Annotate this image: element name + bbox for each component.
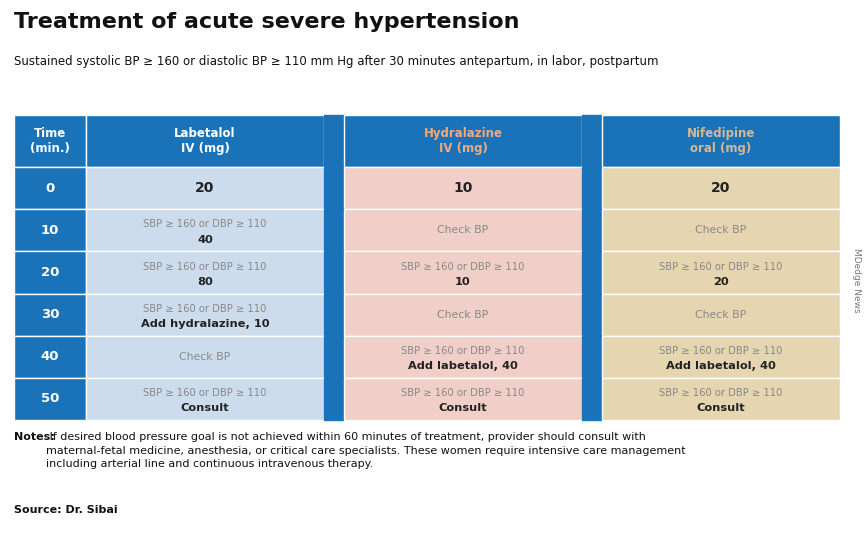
Bar — [14, 209, 86, 251]
Text: SBP ≥ 160 or DBP ≥ 110: SBP ≥ 160 or DBP ≥ 110 — [659, 262, 783, 272]
Text: SBP ≥ 160 or DBP ≥ 110: SBP ≥ 160 or DBP ≥ 110 — [143, 388, 267, 398]
Bar — [324, 115, 344, 167]
Bar — [582, 294, 602, 336]
Bar — [324, 167, 344, 209]
Bar — [86, 251, 324, 294]
Bar — [344, 378, 582, 420]
Text: Nifedipine
oral (mg): Nifedipine oral (mg) — [687, 127, 755, 155]
Text: 20: 20 — [195, 181, 214, 195]
Text: 20: 20 — [41, 266, 60, 279]
Text: Time
(min.): Time (min.) — [30, 127, 70, 155]
Text: 30: 30 — [41, 308, 60, 321]
Text: Add labetalol, 40: Add labetalol, 40 — [408, 361, 518, 371]
Text: Labetalol
IV (mg): Labetalol IV (mg) — [175, 127, 236, 155]
Bar — [86, 209, 324, 251]
Bar — [14, 167, 86, 209]
Text: Add labetalol, 40: Add labetalol, 40 — [666, 361, 776, 371]
Text: SBP ≥ 160 or DBP ≥ 110: SBP ≥ 160 or DBP ≥ 110 — [143, 304, 267, 314]
Bar — [582, 209, 602, 251]
Bar — [602, 251, 840, 294]
Text: 40: 40 — [197, 235, 213, 245]
Bar — [324, 209, 344, 251]
Bar — [14, 294, 86, 336]
Text: Consult: Consult — [181, 403, 229, 413]
Text: Check BP: Check BP — [437, 310, 489, 320]
Text: 50: 50 — [41, 392, 60, 405]
Bar — [582, 167, 602, 209]
Bar — [582, 115, 602, 167]
Bar — [344, 115, 582, 167]
Text: Consult: Consult — [439, 403, 487, 413]
Bar — [86, 378, 324, 420]
Text: 10: 10 — [455, 277, 471, 286]
Bar — [344, 209, 582, 251]
Bar — [602, 336, 840, 378]
Bar — [344, 251, 582, 294]
Text: SBP ≥ 160 or DBP ≥ 110: SBP ≥ 160 or DBP ≥ 110 — [401, 262, 524, 272]
Text: Consult: Consult — [696, 403, 746, 413]
Text: Sustained systolic BP ≥ 160 or diastolic BP ≥ 110 mm Hg after 30 minutes antepar: Sustained systolic BP ≥ 160 or diastolic… — [14, 55, 658, 68]
Text: If desired blood pressure goal is not achieved within 60 minutes of treatment, p: If desired blood pressure goal is not ac… — [46, 432, 686, 469]
Text: SBP ≥ 160 or DBP ≥ 110: SBP ≥ 160 or DBP ≥ 110 — [401, 346, 524, 356]
Bar — [602, 209, 840, 251]
Text: SBP ≥ 160 or DBP ≥ 110: SBP ≥ 160 or DBP ≥ 110 — [143, 219, 267, 229]
Text: SBP ≥ 160 or DBP ≥ 110: SBP ≥ 160 or DBP ≥ 110 — [143, 262, 267, 272]
Bar — [86, 167, 324, 209]
Text: Check BP: Check BP — [437, 225, 489, 235]
Bar — [14, 336, 86, 378]
Text: SBP ≥ 160 or DBP ≥ 110: SBP ≥ 160 or DBP ≥ 110 — [659, 346, 783, 356]
Bar — [602, 115, 840, 167]
Text: Check BP: Check BP — [696, 310, 746, 320]
Text: 20: 20 — [713, 277, 729, 286]
Bar — [602, 378, 840, 420]
Bar — [344, 336, 582, 378]
Bar — [324, 336, 344, 378]
Bar — [582, 378, 602, 420]
Bar — [344, 294, 582, 336]
Bar — [602, 294, 840, 336]
Bar — [344, 167, 582, 209]
Text: Treatment of acute severe hypertension: Treatment of acute severe hypertension — [14, 12, 519, 32]
Text: SBP ≥ 160 or DBP ≥ 110: SBP ≥ 160 or DBP ≥ 110 — [401, 388, 524, 398]
Bar — [86, 336, 324, 378]
Text: 40: 40 — [41, 351, 60, 363]
Text: 80: 80 — [197, 277, 213, 286]
Bar — [602, 167, 840, 209]
Bar — [324, 251, 344, 294]
Bar — [324, 378, 344, 420]
Text: 10: 10 — [454, 181, 473, 195]
Text: Hydralazine
IV (mg): Hydralazine IV (mg) — [423, 127, 503, 155]
Bar — [324, 294, 344, 336]
Bar — [14, 251, 86, 294]
Text: SBP ≥ 160 or DBP ≥ 110: SBP ≥ 160 or DBP ≥ 110 — [659, 388, 783, 398]
Bar — [582, 336, 602, 378]
Text: Source: Dr. Sibai: Source: Dr. Sibai — [14, 505, 118, 515]
Text: 20: 20 — [711, 181, 731, 195]
Text: 10: 10 — [41, 224, 60, 237]
Text: 0: 0 — [46, 182, 54, 195]
Bar — [14, 115, 86, 167]
Text: Check BP: Check BP — [180, 352, 231, 362]
Bar — [14, 378, 86, 420]
Bar — [86, 294, 324, 336]
Bar — [582, 251, 602, 294]
Text: Add hydralazine, 10: Add hydralazine, 10 — [141, 319, 270, 329]
Text: Notes:: Notes: — [14, 432, 54, 442]
Text: Check BP: Check BP — [696, 225, 746, 235]
Bar — [86, 115, 324, 167]
Text: MDedge News: MDedge News — [852, 248, 861, 312]
